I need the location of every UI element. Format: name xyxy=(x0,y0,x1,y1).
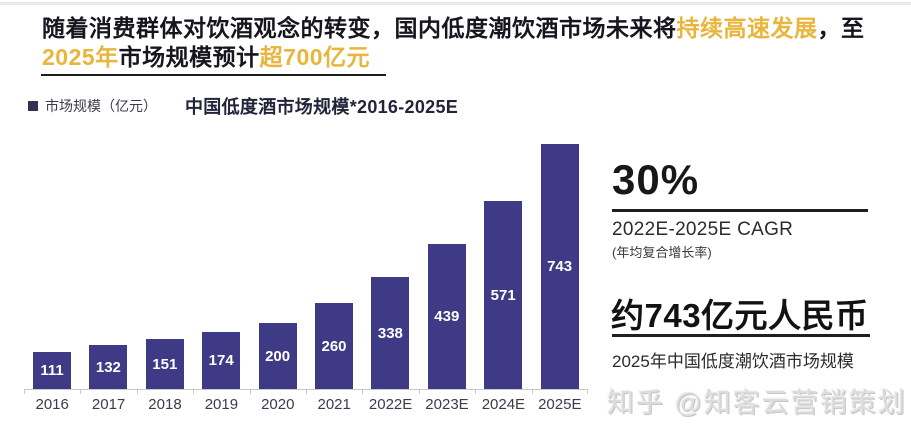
legend-swatch-icon xyxy=(28,101,38,111)
bar-2016: 111 xyxy=(33,352,71,389)
bar-value-label: 200 xyxy=(265,347,291,365)
bar-chart: 111 132 151 174 200 260 338 439 571 743 xyxy=(24,140,588,394)
bar-2019: 174 xyxy=(202,332,241,389)
page-title: 随着消费群体对饮酒观念的转变，国内低度潮饮酒市场未来将持续高速发展，至 2025… xyxy=(42,14,872,72)
bar-value-label: 571 xyxy=(490,286,516,304)
x-tick-label: 2021 xyxy=(317,396,351,413)
cagr-underline xyxy=(612,209,868,212)
x-axis-labels: 2016 2017 2018 2019 2020 2021 2022E 2023E 2024E 2… xyxy=(24,396,588,416)
bar-value-label: 132 xyxy=(95,358,121,376)
axis-tick xyxy=(80,390,82,394)
x-tick-label: 2022E xyxy=(368,396,413,413)
axis-tick xyxy=(306,390,307,394)
x-tick-label: 2017 xyxy=(91,396,126,413)
bar-2017: 132 xyxy=(89,345,128,389)
x-tick-label: 2018 xyxy=(148,396,182,413)
x-tick-label: 2023E xyxy=(425,396,469,413)
x-tick-label: 2024E xyxy=(481,396,526,413)
cagr-value: 30% xyxy=(612,156,700,203)
chart-title: 中国低度酒市场规模*2016-2025E xyxy=(185,97,459,117)
x-tick-label: 2020 xyxy=(261,396,295,413)
axis-tick xyxy=(587,390,588,394)
bar-value-label: 338 xyxy=(377,324,403,342)
title-segment: 随着消费群体对饮酒观念的转变，国内低度潮饮酒市场未来将 xyxy=(42,15,677,41)
axis-tick xyxy=(136,390,138,394)
bar-value-label: 260 xyxy=(321,337,347,355)
x-tick-label: 2025E xyxy=(538,396,582,413)
bar-2021: 260 xyxy=(315,303,353,389)
title-segment-highlight: 持续高速发展 xyxy=(676,15,818,41)
bar-2022E: 338 xyxy=(371,277,410,389)
bar-value-label: 439 xyxy=(434,308,460,325)
watermark: 知乎 @知客云营销策划 xyxy=(607,388,907,418)
bar-2018: 151 xyxy=(145,339,184,389)
title-segment: ，至 xyxy=(817,15,865,41)
cagr-sublabel: (年均复合增长率) xyxy=(612,245,712,260)
axis-tick xyxy=(362,390,364,394)
bar-2020: 200 xyxy=(258,323,297,389)
x-tick-label: 2016 xyxy=(35,396,69,413)
bar-2023E: 439 xyxy=(427,244,466,389)
axis-tick xyxy=(475,390,477,394)
title-underline xyxy=(41,74,386,76)
x-tick-label: 2019 xyxy=(204,396,239,413)
legend-label: 市场规模（亿元） xyxy=(45,98,157,114)
bar-value-label: 151 xyxy=(152,355,178,373)
market-size-underline xyxy=(612,334,870,337)
bar-value-label: 111 xyxy=(40,362,64,379)
market-size-value: 约743亿元人民币 xyxy=(611,297,869,334)
bar-value-label: 743 xyxy=(547,258,573,275)
axis-tick xyxy=(249,390,251,394)
market-size-label: 2025年中国低度潮饮酒市场规模 xyxy=(612,352,854,371)
axis-tick xyxy=(418,390,420,394)
chart-legend: 市场规模（亿元） xyxy=(28,96,157,116)
title-segment-highlight: 2025年 xyxy=(42,44,119,70)
title-segment-highlight: 超700亿元 xyxy=(259,44,371,70)
axis-tick xyxy=(193,390,195,394)
title-segment: 市场规模预计 xyxy=(118,44,260,70)
axis-tick xyxy=(531,390,533,394)
bar-value-label: 174 xyxy=(208,352,234,369)
bar-2024E: 571 xyxy=(484,201,523,389)
axis-tick xyxy=(24,390,25,394)
top-divider xyxy=(0,2,911,5)
bar-2025E: 743 xyxy=(540,144,579,389)
cagr-label: 2022E-2025E CAGR xyxy=(612,219,794,240)
